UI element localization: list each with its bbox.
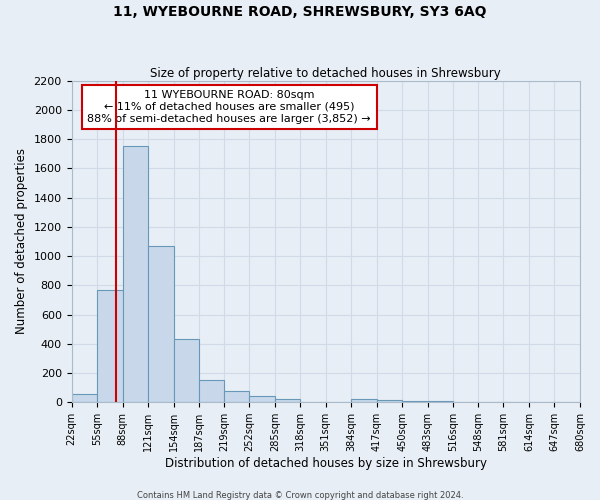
Text: 11 WYEBOURNE ROAD: 80sqm
← 11% of detached houses are smaller (495)
88% of semi-: 11 WYEBOURNE ROAD: 80sqm ← 11% of detach… bbox=[88, 90, 371, 124]
Bar bbox=[249, 396, 275, 402]
X-axis label: Distribution of detached houses by size in Shrewsbury: Distribution of detached houses by size … bbox=[165, 457, 487, 470]
Bar bbox=[122, 146, 148, 402]
Bar bbox=[402, 401, 428, 402]
Bar bbox=[275, 398, 300, 402]
Bar bbox=[173, 340, 199, 402]
Bar bbox=[71, 394, 97, 402]
Y-axis label: Number of detached properties: Number of detached properties bbox=[15, 148, 28, 334]
Title: Size of property relative to detached houses in Shrewsbury: Size of property relative to detached ho… bbox=[151, 66, 501, 80]
Bar bbox=[97, 290, 122, 402]
Bar bbox=[148, 246, 173, 402]
Bar bbox=[351, 400, 377, 402]
Bar bbox=[199, 380, 224, 402]
Bar bbox=[377, 400, 402, 402]
Text: 11, WYEBOURNE ROAD, SHREWSBURY, SY3 6AQ: 11, WYEBOURNE ROAD, SHREWSBURY, SY3 6AQ bbox=[113, 5, 487, 19]
Bar bbox=[224, 390, 249, 402]
Text: Contains HM Land Registry data © Crown copyright and database right 2024.: Contains HM Land Registry data © Crown c… bbox=[137, 490, 463, 500]
